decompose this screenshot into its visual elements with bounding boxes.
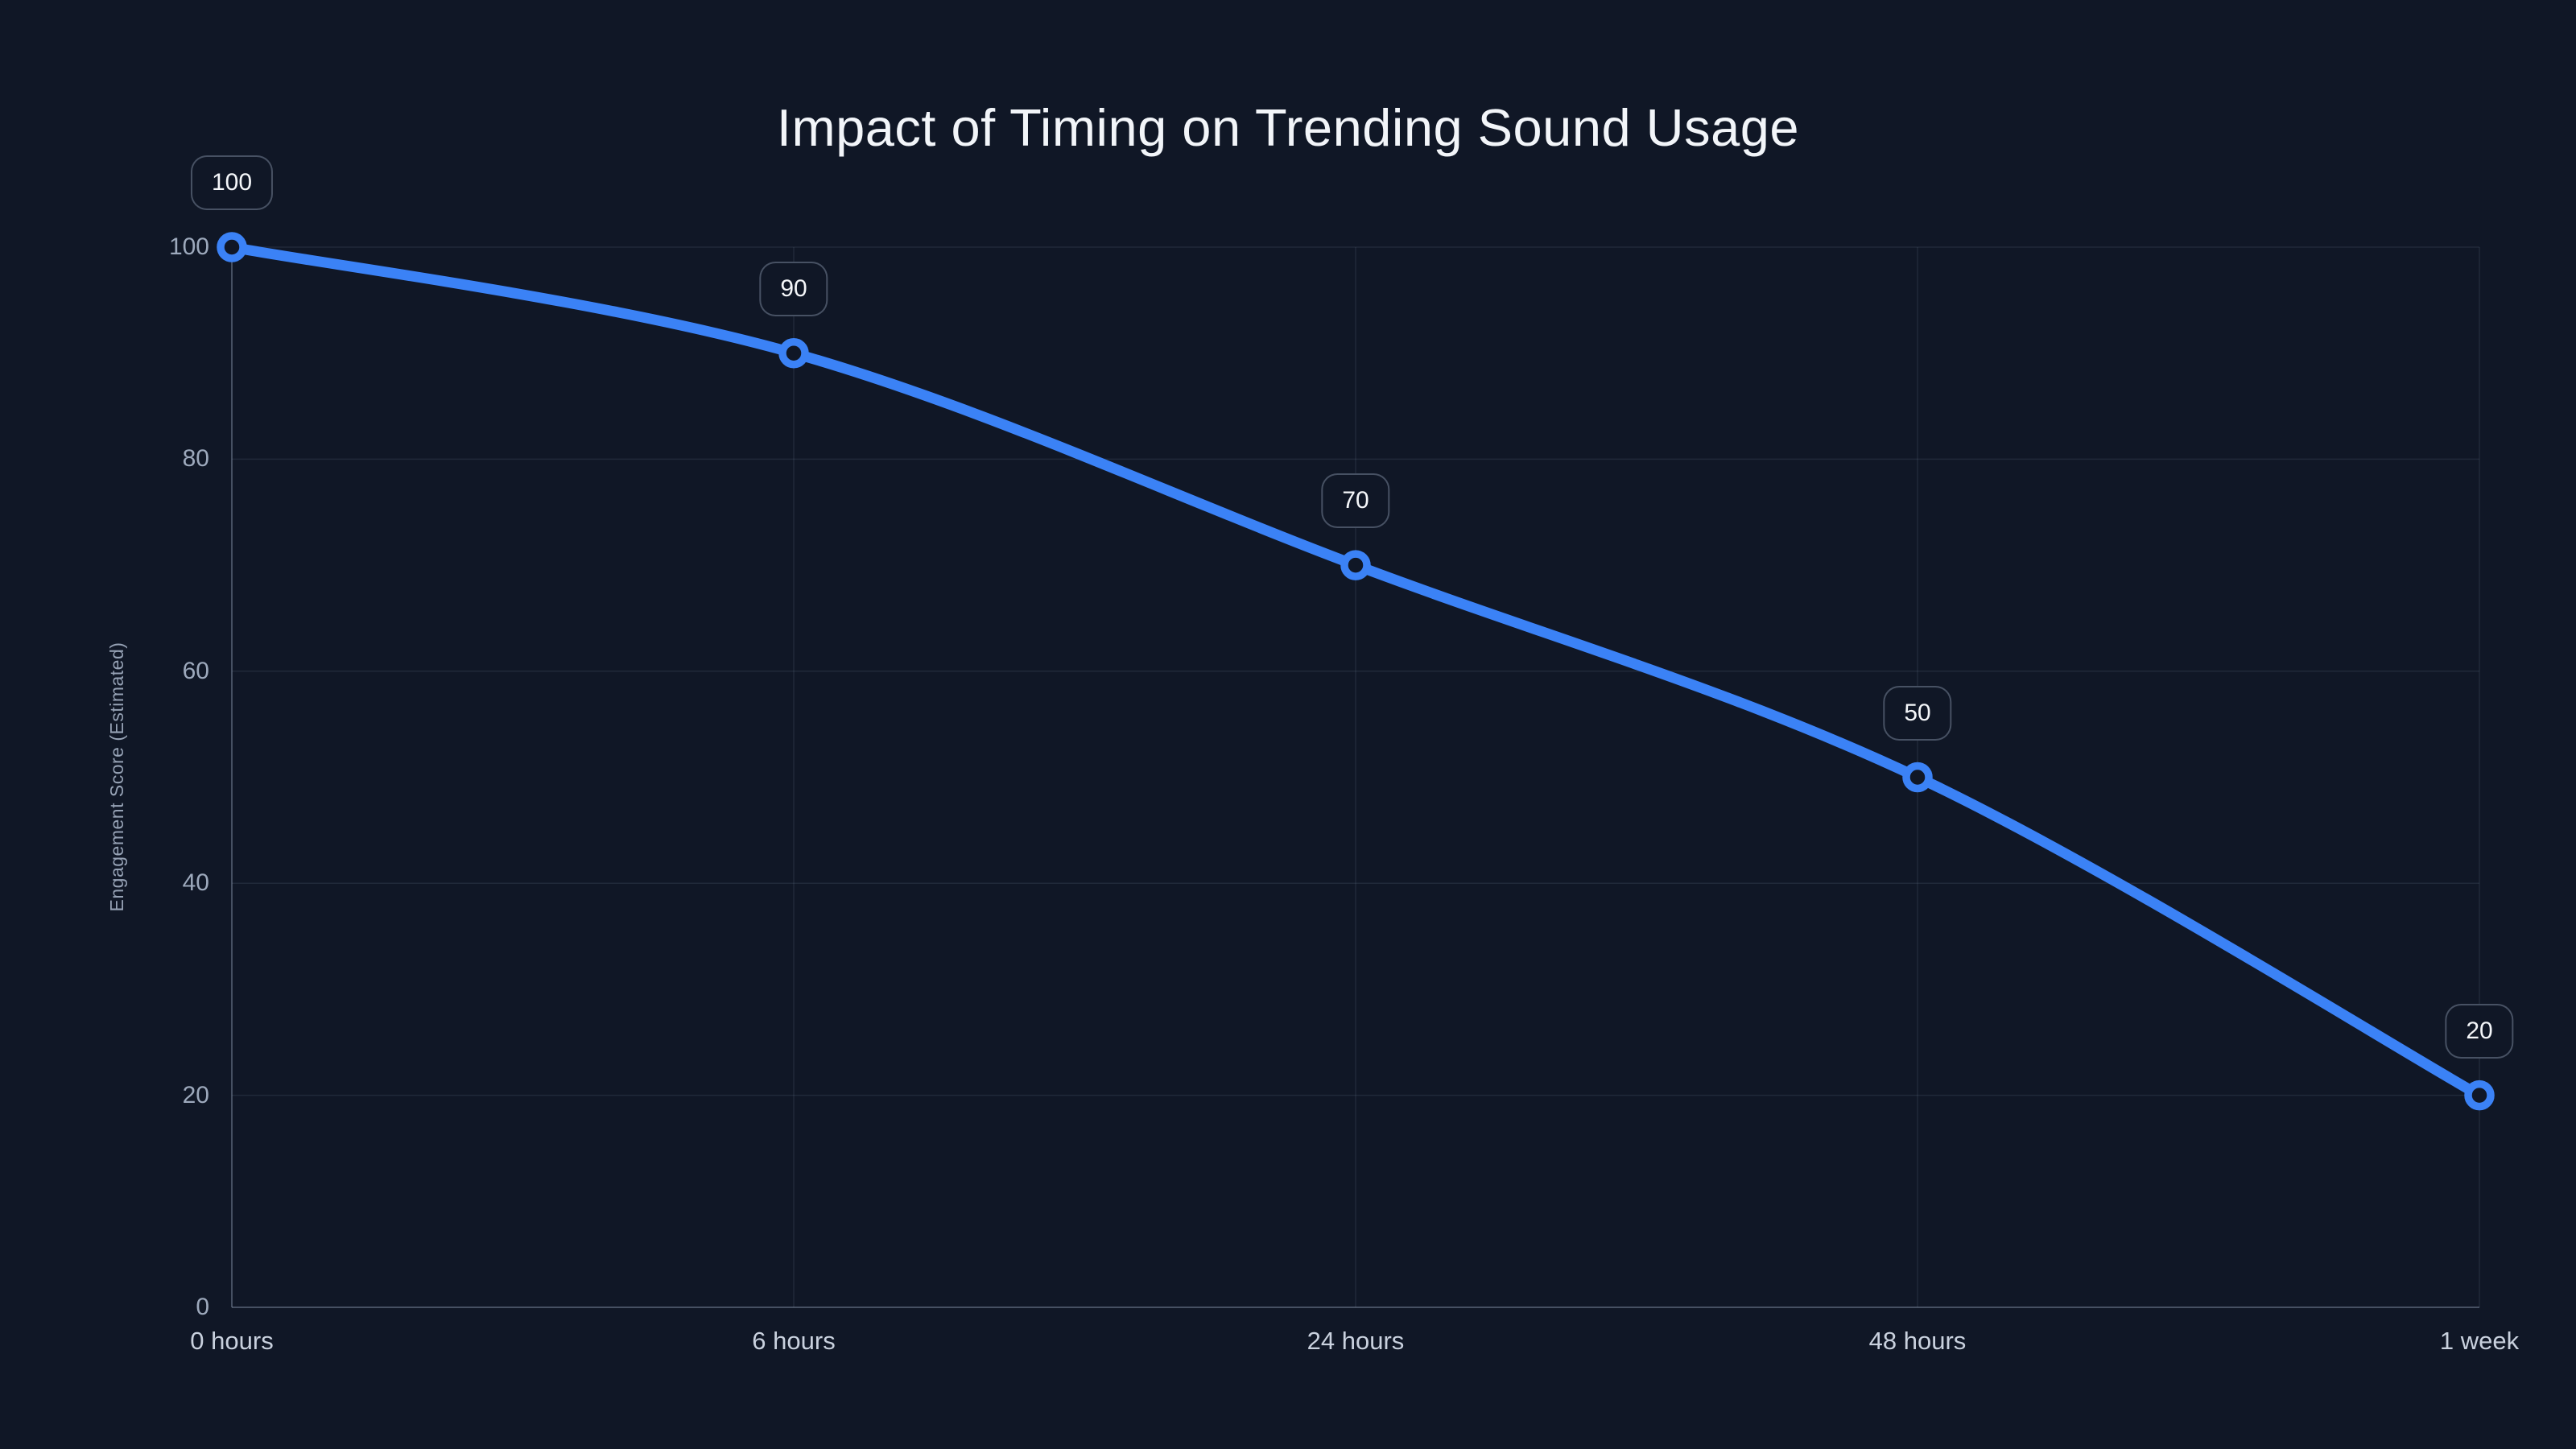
data-point-marker	[217, 232, 247, 262]
x-tick-label: 1 week	[2439, 1327, 2520, 1355]
data-point-marker	[1902, 762, 1933, 793]
x-tick-label: 6 hours	[752, 1327, 836, 1355]
y-tick-label: 20	[182, 1081, 209, 1108]
data-point-markers	[217, 232, 2495, 1111]
y-tick-label: 40	[182, 869, 209, 897]
data-point-label: 90	[759, 261, 828, 316]
y-tick-label: 0	[196, 1294, 209, 1320]
y-tick-label: 60	[182, 657, 209, 684]
gridlines	[231, 246, 2480, 1308]
data-point-marker	[2464, 1080, 2495, 1111]
data-point-label: 70	[1321, 473, 1390, 529]
axis-lines	[231, 247, 2479, 1308]
y-tick-label: 100	[168, 233, 209, 260]
x-tick-label: 24 hours	[1307, 1327, 1405, 1355]
x-tick-label: 0 hours	[190, 1327, 274, 1355]
y-tick-label: 80	[182, 445, 209, 473]
data-point-label: 50	[1883, 685, 1952, 741]
data-point-label: 20	[2445, 1003, 2514, 1059]
data-point-marker	[778, 337, 809, 369]
x-tick-label: 48 hours	[1868, 1327, 1967, 1355]
data-point-label: 100	[190, 155, 274, 210]
chart-title: Impact of Timing on Trending Sound Usage	[776, 98, 1800, 157]
data-point-marker	[1340, 550, 1371, 580]
